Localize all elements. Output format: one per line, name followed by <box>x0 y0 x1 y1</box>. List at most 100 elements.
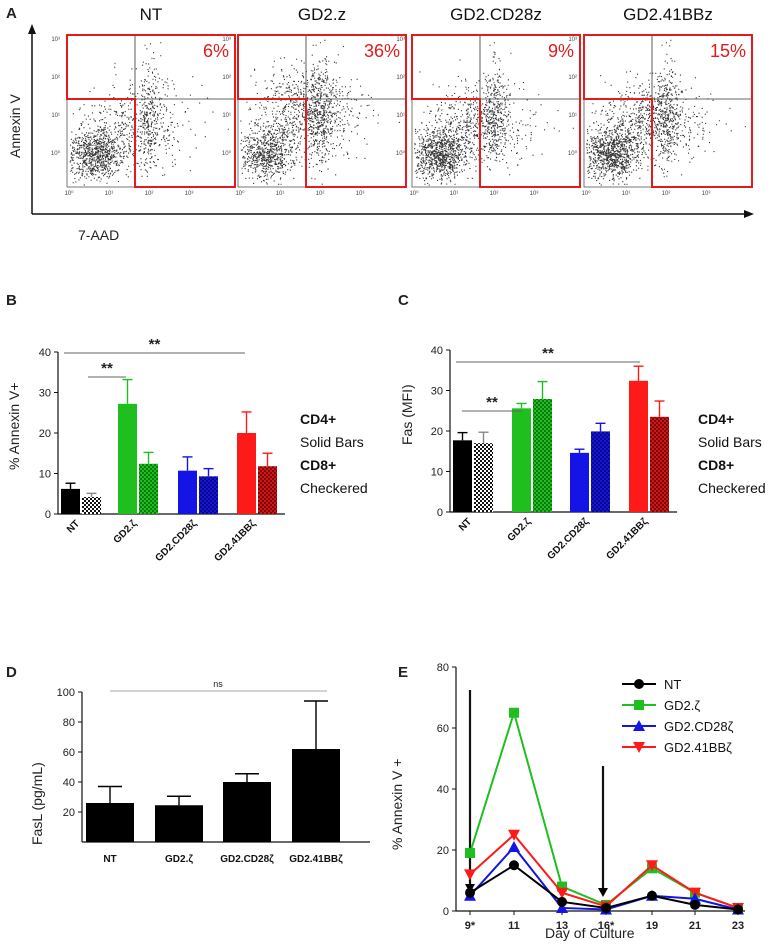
y-tick-label: 30 <box>431 386 443 398</box>
y-tick-label: 20 <box>39 428 51 440</box>
legend-b-cd4: CD4+ <box>300 411 336 427</box>
significance-label: ** <box>101 360 113 377</box>
legend-b-cd8-desc: Checkered <box>300 480 368 496</box>
bar-cd8-1 <box>474 443 493 512</box>
panel-e: E % Annexin V + Day of Culture 0 20 40 60 80… <box>389 662 745 941</box>
y-tick-label: 0 <box>437 507 443 519</box>
d-y-tick-label: 80 <box>63 717 75 729</box>
flow-plot-title: GD2.41BBz <box>623 5 713 24</box>
d-category-label: GD2.41BBζ <box>289 854 343 865</box>
flow-x-tick: 10¹ <box>450 191 459 197</box>
bar-cd8-1 <box>82 496 101 514</box>
e-point-2 <box>557 881 567 892</box>
panel-b: B % Annexin V+ 0 10 20 30 40 NT GD2.ζ GD2.CD28ζ… <box>6 292 285 564</box>
flow-y-tick: 10¹ <box>51 113 60 119</box>
flow-x-tick: 10³ <box>356 191 365 197</box>
flow-y-tick: 10² <box>396 75 405 81</box>
flow-plot-4: GD2.41BBz 15% 10³ 10² 10¹ 10⁰ 10⁰ 10¹ 10² 10³ <box>568 5 753 197</box>
flow-y-tick: 10² <box>568 75 577 81</box>
flow-plot-events <box>240 39 400 185</box>
flow-x-tick: 10⁰ <box>235 190 245 197</box>
d-y-tick-label: 100 <box>57 687 75 699</box>
e-y-tick-label: 80 <box>437 662 449 674</box>
d-category-label: GD2.ζ <box>165 854 193 865</box>
flow-y-tick: 10¹ <box>222 113 231 119</box>
flow-plot-events <box>414 42 574 186</box>
flow-y-tick: 10¹ <box>396 113 405 119</box>
y-tick-label: 0 <box>45 509 51 521</box>
flow-y-tick: 10⁰ <box>51 150 61 157</box>
panel-c: C Fas (MFI) 0 10 20 30 40 NT GD2.ζ GD2.CD28ζ GD2… <box>398 292 677 562</box>
flow-x-tick: 10² <box>145 191 154 197</box>
flow-y-tick: 10³ <box>51 37 60 43</box>
legend-c-cd4: CD4+ <box>698 411 734 427</box>
flow-x-tick: 10³ <box>530 191 539 197</box>
panel-letter-d: D <box>6 664 17 681</box>
b-y-label: % Annexin V+ <box>6 382 22 470</box>
e-point-2 <box>509 707 519 718</box>
bar-cd8-3 <box>199 476 218 514</box>
e-x-tick-label: 21 <box>689 920 701 932</box>
flow-x-tick: 10⁰ <box>64 190 74 197</box>
category-label: GD2.ζ <box>506 516 534 544</box>
bar-cd4-1 <box>61 488 80 514</box>
flow-plot-events <box>586 39 746 186</box>
significance-label: ** <box>149 336 161 353</box>
e-point-3 <box>556 901 568 913</box>
panel-letter-b: B <box>6 292 17 309</box>
legend-c-cd8: CD8+ <box>698 457 734 473</box>
a-x-arrow <box>744 210 754 218</box>
flow-y-tick: 10³ <box>222 37 231 43</box>
flow-gate-percent: 15% <box>710 41 746 61</box>
flow-gate <box>237 34 407 188</box>
flow-y-tick: 10⁰ <box>568 150 578 157</box>
bar-cd8-3 <box>591 431 610 512</box>
bar-cd4-4 <box>237 433 256 514</box>
e-y-tick-label: 20 <box>437 845 449 857</box>
flow-plot-title: GD2.z <box>298 5 346 24</box>
e-point-4 <box>508 829 520 841</box>
bar-cd4-2 <box>118 403 137 514</box>
legend-b-cd8: CD8+ <box>300 457 336 473</box>
e-x-tick-label: 13 <box>556 920 568 932</box>
e-point-3 <box>508 840 520 852</box>
bar-cd8-2 <box>139 463 158 514</box>
flow-y-tick: 10⁰ <box>396 150 406 157</box>
e-point-1 <box>690 899 700 910</box>
e-arrow-head <box>598 888 608 897</box>
flow-y-tick: 10³ <box>396 37 405 43</box>
y-tick-label: 20 <box>431 426 443 438</box>
e-x-tick-label: 9* <box>465 920 476 932</box>
category-label: NT <box>457 516 474 533</box>
flow-x-tick: 10² <box>316 191 325 197</box>
flow-plot-frame <box>66 34 236 188</box>
e-x-tick-label: 19 <box>646 920 658 932</box>
a-y-label: Annexin V <box>7 94 23 158</box>
panel-letter-c: C <box>398 292 409 309</box>
d-ns-label: ns <box>213 679 223 689</box>
d-y-tick-label: 40 <box>63 777 75 789</box>
d-bar-2 <box>155 805 203 842</box>
bar-cd8-4 <box>258 466 277 514</box>
legend-c-cd4-desc: Solid Bars <box>698 434 762 450</box>
flow-gate-percent: 36% <box>364 41 400 61</box>
flow-plot-title: GD2.CD28z <box>450 5 542 24</box>
flow-gate-percent: 9% <box>548 41 574 61</box>
bar-cd8-4 <box>650 416 669 512</box>
flow-x-tick: 10¹ <box>276 191 285 197</box>
category-label: GD2.ζ <box>112 518 140 546</box>
legend-b-cd4-desc: Solid Bars <box>300 434 364 450</box>
category-label: NT <box>65 518 82 535</box>
d-category-label: NT <box>103 854 116 865</box>
e-legend-marker <box>634 700 644 710</box>
e-y-tick-label: 0 <box>443 906 449 918</box>
e-x-label: Day of Culture <box>545 925 635 941</box>
e-y-label: % Annexin V + <box>389 759 405 850</box>
legend-c-cd8-desc: Checkered <box>698 480 766 496</box>
d-y-label: FasL (pg/mL) <box>29 762 45 845</box>
flow-plot-title: NT <box>140 5 163 24</box>
flow-gate-percent: 6% <box>203 41 229 61</box>
bar-cd8-2 <box>533 399 552 512</box>
